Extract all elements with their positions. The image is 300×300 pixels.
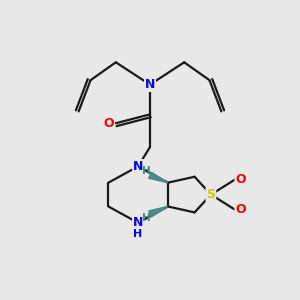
Text: N: N xyxy=(133,160,143,173)
Text: H: H xyxy=(142,167,151,176)
Text: H: H xyxy=(134,229,143,239)
Text: O: O xyxy=(103,117,114,130)
Text: S: S xyxy=(206,188,215,201)
Polygon shape xyxy=(149,172,168,183)
Text: O: O xyxy=(235,173,246,186)
Text: N: N xyxy=(145,78,155,91)
Polygon shape xyxy=(149,206,168,217)
Text: H: H xyxy=(142,213,151,223)
Text: N: N xyxy=(133,216,143,229)
Text: O: O xyxy=(235,203,246,216)
